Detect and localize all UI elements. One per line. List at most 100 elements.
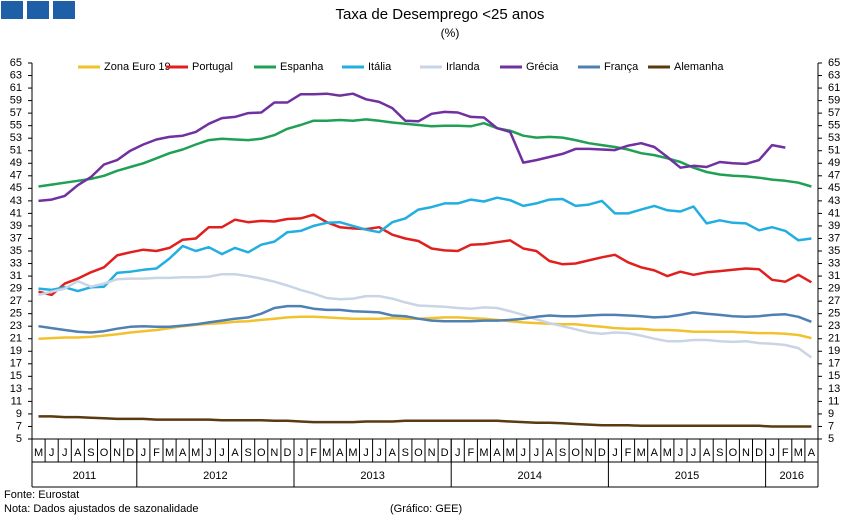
x-tick-label: S	[559, 447, 566, 459]
x-tick-label: S	[716, 447, 723, 459]
x-tick-label: F	[467, 447, 474, 459]
logo-square	[27, 1, 49, 19]
y-tick-label: 45	[10, 182, 22, 194]
x-tick-label: M	[34, 447, 43, 459]
legend-label: Espanha	[280, 61, 324, 73]
y2-tick-label: 47	[828, 170, 840, 182]
y-tick-label: 57	[10, 107, 22, 119]
x-tick-label: J	[612, 447, 618, 459]
y-tick-label: 51	[10, 145, 22, 157]
x-tick-label: M	[506, 447, 515, 459]
series-line	[38, 415, 812, 428]
y2-tick-label: 25	[828, 308, 840, 320]
y-tick-label: 9	[16, 408, 22, 420]
x-tick-label: J	[521, 447, 527, 459]
y2-tick-label: 43	[828, 195, 840, 207]
x-tick-label: N	[585, 447, 593, 459]
x-tick-label: J	[691, 447, 697, 459]
y-tick-label: 13	[10, 383, 22, 395]
y-tick-label: 25	[10, 308, 22, 320]
y2-tick-label: 41	[828, 207, 840, 219]
year-label: 2015	[675, 470, 699, 482]
x-tick-label: M	[663, 447, 672, 459]
y2-tick-label: 59	[828, 95, 840, 107]
y-tick-label: 35	[10, 245, 22, 257]
series-line	[38, 304, 812, 334]
x-tick-label: A	[808, 447, 816, 459]
x-tick-label: S	[87, 447, 94, 459]
x-tick-label: O	[100, 447, 109, 459]
x-tick-label: J	[376, 447, 382, 459]
y2-tick-label: 65	[828, 57, 840, 69]
legend-label: Itália	[368, 61, 392, 73]
chart-subtitle: (%)	[441, 26, 460, 40]
legend-label: Irlanda	[446, 61, 481, 73]
y-tick-label: 37	[10, 232, 22, 244]
y-tick-label: 59	[10, 95, 22, 107]
x-tick-label: J	[49, 447, 55, 459]
x-tick-label: A	[389, 447, 397, 459]
y-tick-label: 29	[10, 283, 22, 295]
x-tick-label: N	[270, 447, 278, 459]
y2-tick-label: 17	[828, 358, 840, 370]
x-tick-label: O	[729, 447, 738, 459]
x-tick-label: M	[191, 447, 200, 459]
y-tick-label: 5	[16, 433, 22, 445]
y-tick-label: 21	[10, 333, 22, 345]
y2-tick-label: 31	[828, 270, 840, 282]
x-tick-label: A	[546, 447, 554, 459]
year-label: 2014	[518, 470, 542, 482]
y2-tick-label: 29	[828, 283, 840, 295]
series-line	[38, 272, 813, 359]
x-tick-label: A	[493, 447, 501, 459]
x-tick-label: D	[598, 447, 606, 459]
y2-tick-label: 13	[828, 383, 840, 395]
x-tick-label: A	[231, 447, 239, 459]
x-tick-label: J	[769, 447, 775, 459]
y2-tick-label: 33	[828, 257, 840, 269]
y-tick-label: 55	[10, 120, 22, 132]
y-tick-label: 41	[10, 207, 22, 219]
y2-tick-label: 45	[828, 182, 840, 194]
x-tick-label: M	[794, 447, 803, 459]
y-tick-label: 61	[10, 82, 22, 94]
series-line	[38, 196, 812, 293]
series-line	[38, 213, 813, 297]
y2-tick-label: 9	[828, 408, 834, 420]
y-tick-label: 63	[10, 69, 22, 81]
y2-tick-label: 35	[828, 245, 840, 257]
x-tick-label: J	[455, 447, 461, 459]
x-tick-label: O	[571, 447, 580, 459]
credit: (Gráfico: GEE)	[390, 503, 462, 515]
series-line	[38, 92, 786, 203]
legend-label: França	[604, 61, 639, 73]
y2-tick-label: 15	[828, 370, 840, 382]
y-tick-label: 17	[10, 358, 22, 370]
y-tick-label: 39	[10, 220, 22, 232]
x-tick-label: M	[322, 447, 331, 459]
y-tick-label: 23	[10, 320, 22, 332]
x-tick-label: M	[165, 447, 174, 459]
x-tick-label: J	[62, 447, 68, 459]
legend-label: Portugal	[192, 61, 233, 73]
x-tick-label: A	[74, 447, 82, 459]
y2-tick-label: 11	[828, 395, 839, 407]
y2-tick-label: 57	[828, 107, 840, 119]
y-tick-label: 53	[10, 132, 22, 144]
x-tick-label: A	[179, 447, 187, 459]
x-tick-label: M	[348, 447, 357, 459]
y-tick-label: 43	[10, 195, 22, 207]
y-tick-label: 27	[10, 295, 22, 307]
y-tick-label: 11	[11, 395, 22, 407]
y2-tick-label: 61	[828, 82, 840, 94]
x-tick-label: F	[310, 447, 317, 459]
x-tick-label: J	[219, 447, 225, 459]
y2-tick-label: 23	[828, 320, 840, 332]
y2-tick-label: 37	[828, 232, 840, 244]
x-tick-label: N	[428, 447, 436, 459]
y2-tick-label: 39	[828, 220, 840, 232]
x-tick-label: S	[402, 447, 409, 459]
y-tick-label: 31	[10, 270, 22, 282]
series-line	[38, 118, 812, 188]
x-tick-label: O	[414, 447, 423, 459]
